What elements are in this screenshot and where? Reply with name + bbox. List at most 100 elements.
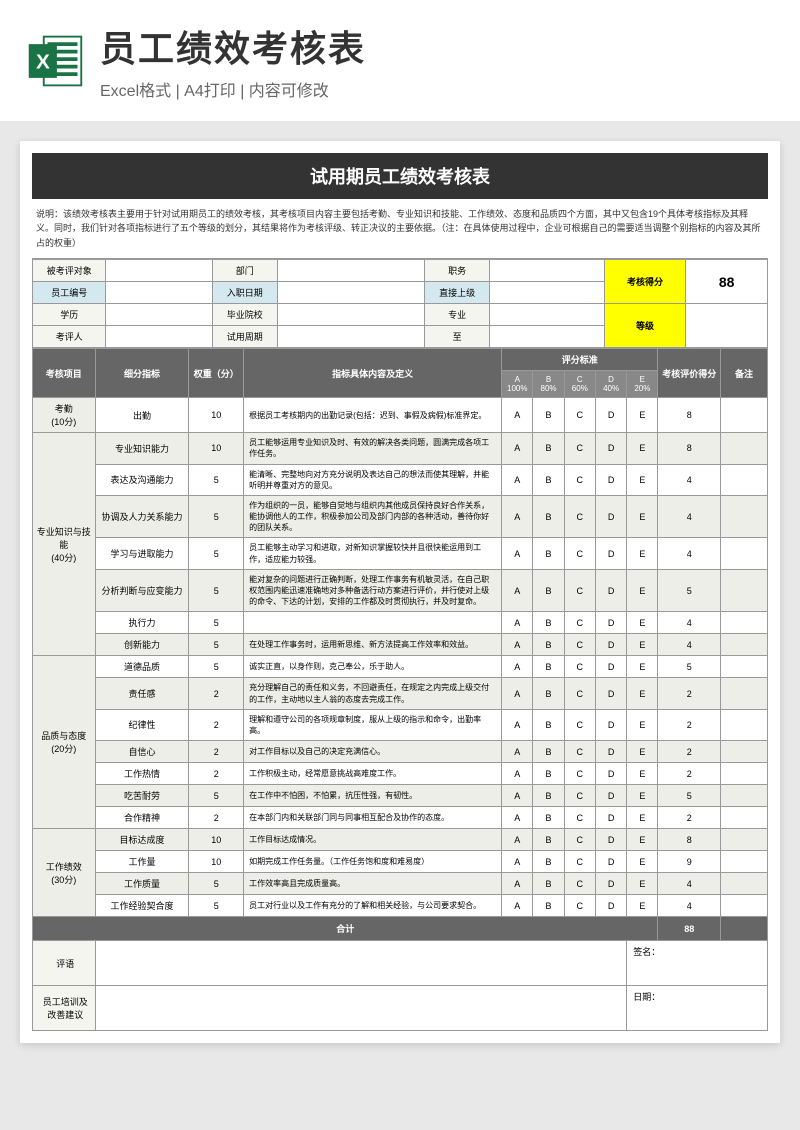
note-cell[interactable] [721,829,768,851]
note-cell[interactable] [721,785,768,807]
note-cell[interactable] [721,464,768,495]
grade-cell[interactable]: C [564,709,595,740]
grade-cell[interactable]: D [595,851,626,873]
grade-cell[interactable]: D [595,656,626,678]
grade-cell[interactable]: B [533,678,564,709]
grade-cell[interactable]: E [627,678,658,709]
grade-cell[interactable]: E [627,538,658,569]
grade-cell[interactable]: A [502,569,533,612]
grade-cell[interactable]: B [533,634,564,656]
note-cell[interactable] [721,569,768,612]
grade-cell[interactable]: E [627,464,658,495]
grade-cell[interactable]: B [533,398,564,433]
note-cell[interactable] [721,398,768,433]
note-cell[interactable] [721,741,768,763]
grade-cell[interactable]: D [595,398,626,433]
grade-cell[interactable]: D [595,495,626,538]
grade-cell[interactable]: C [564,851,595,873]
grade-cell[interactable]: C [564,741,595,763]
grade-cell[interactable]: B [533,895,564,917]
grade-cell[interactable]: D [595,895,626,917]
grade-cell[interactable]: D [595,538,626,569]
comment-field[interactable] [95,941,627,986]
grade-cell[interactable]: D [595,709,626,740]
grade-cell[interactable]: E [627,895,658,917]
grade-cell[interactable]: A [502,634,533,656]
grade-cell[interactable]: C [564,612,595,634]
grade-cell[interactable]: A [502,495,533,538]
note-cell[interactable] [721,763,768,785]
grade-cell[interactable]: E [627,807,658,829]
grade-cell[interactable]: B [533,807,564,829]
grade-cell[interactable]: D [595,634,626,656]
grade-cell[interactable]: E [627,433,658,464]
grade-cell[interactable]: B [533,709,564,740]
grade-cell[interactable]: D [595,807,626,829]
grade-cell[interactable]: C [564,829,595,851]
grade-cell[interactable]: D [595,873,626,895]
grade-cell[interactable]: C [564,433,595,464]
grade-cell[interactable]: A [502,807,533,829]
grade-cell[interactable]: B [533,495,564,538]
grade-cell[interactable]: D [595,678,626,709]
note-cell[interactable] [721,895,768,917]
grade-cell[interactable]: A [502,656,533,678]
grade-cell[interactable]: A [502,829,533,851]
note-cell[interactable] [721,678,768,709]
grade-cell[interactable]: C [564,495,595,538]
grade-cell[interactable]: E [627,741,658,763]
grade-cell[interactable]: E [627,785,658,807]
grade-cell[interactable]: D [595,785,626,807]
grade-cell[interactable]: D [595,569,626,612]
grade-cell[interactable]: C [564,398,595,433]
grade-cell[interactable]: E [627,709,658,740]
grade-cell[interactable]: C [564,763,595,785]
grade-cell[interactable]: B [533,873,564,895]
grade-cell[interactable]: A [502,741,533,763]
grade-cell[interactable]: B [533,785,564,807]
grade-cell[interactable]: A [502,433,533,464]
grade-cell[interactable]: C [564,656,595,678]
grade-cell[interactable]: C [564,538,595,569]
grade-cell[interactable]: C [564,785,595,807]
grade-cell[interactable]: E [627,398,658,433]
grade-cell[interactable]: A [502,464,533,495]
grade-cell[interactable]: A [502,851,533,873]
grade-cell[interactable]: E [627,873,658,895]
grade-cell[interactable]: B [533,851,564,873]
grade-cell[interactable]: A [502,763,533,785]
grade-cell[interactable]: E [627,763,658,785]
note-cell[interactable] [721,709,768,740]
grade-cell[interactable]: D [595,433,626,464]
grade-cell[interactable]: A [502,895,533,917]
grade-cell[interactable]: A [502,785,533,807]
grade-cell[interactable]: A [502,538,533,569]
note-cell[interactable] [721,612,768,634]
grade-cell[interactable]: E [627,851,658,873]
grade-cell[interactable]: A [502,612,533,634]
grade-cell[interactable]: D [595,612,626,634]
grade-cell[interactable]: E [627,656,658,678]
grade-cell[interactable]: C [564,634,595,656]
grade-cell[interactable]: B [533,538,564,569]
note-cell[interactable] [721,851,768,873]
grade-cell[interactable]: A [502,398,533,433]
grade-cell[interactable]: D [595,741,626,763]
note-cell[interactable] [721,656,768,678]
grade-cell[interactable]: C [564,873,595,895]
note-cell[interactable] [721,495,768,538]
grade-cell[interactable]: E [627,829,658,851]
grade-cell[interactable]: C [564,678,595,709]
grade-cell[interactable]: B [533,433,564,464]
grade-cell[interactable]: D [595,829,626,851]
grade-cell[interactable]: B [533,656,564,678]
grade-cell[interactable]: A [502,873,533,895]
grade-cell[interactable]: A [502,709,533,740]
grade-cell[interactable]: B [533,763,564,785]
grade-cell[interactable]: B [533,741,564,763]
note-cell[interactable] [721,433,768,464]
grade-cell[interactable]: C [564,807,595,829]
note-cell[interactable] [721,634,768,656]
grade-cell[interactable]: B [533,569,564,612]
grade-cell[interactable]: E [627,634,658,656]
